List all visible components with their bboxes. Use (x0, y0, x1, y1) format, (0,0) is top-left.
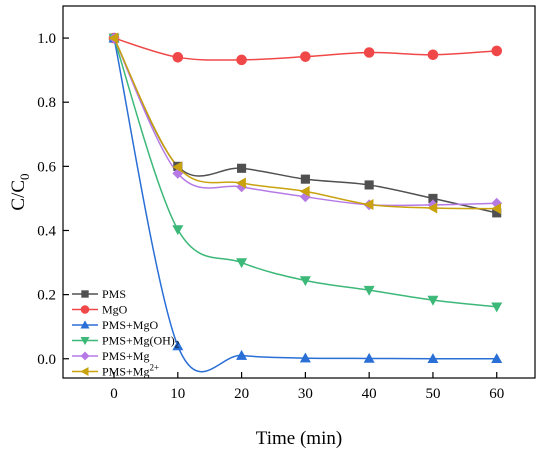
legend-label: PMS+Mg(OH)2 (102, 334, 179, 350)
legend-label: MgO (102, 303, 128, 317)
y-tick-label: 0.4 (37, 223, 56, 239)
legend-marker (80, 366, 89, 377)
y-tick-label: 1.0 (37, 31, 56, 47)
fit-curves (113, 37, 497, 373)
x-axis-label: Time (min) (256, 428, 342, 449)
x-tick-label: 40 (362, 386, 377, 402)
legend-label: PMS+Mg (102, 349, 149, 363)
y-axis-label-subscript: 0 (17, 173, 32, 180)
data-point-5 (363, 198, 374, 211)
data-point-2 (363, 352, 375, 363)
data-point-5 (172, 161, 183, 173)
y-tick-label: 0.2 (37, 288, 56, 304)
data-point-5 (299, 185, 310, 197)
data-point-0 (300, 174, 310, 184)
legend-marker (80, 305, 90, 314)
data-point-5 (108, 32, 119, 44)
data-point-1 (491, 45, 503, 57)
x-tick-label: 0 (110, 386, 118, 402)
data-point-1 (236, 54, 247, 66)
legend-marker (80, 320, 90, 329)
series-curve-0 (113, 37, 497, 214)
data-point-2 (236, 349, 248, 360)
plot-frame (62, 5, 536, 379)
ticks: 0 10 20 30 40 50 60 0.0 0.2 0.4 0.6 0.8 1.0 (37, 31, 504, 402)
data-point-1 (427, 49, 439, 61)
data-point-5 (427, 202, 438, 214)
series-curve-3 (113, 37, 497, 308)
data-point-3 (172, 225, 184, 236)
data-markers (108, 32, 503, 364)
x-tick-label: 20 (234, 386, 249, 402)
data-point-2 (299, 352, 311, 363)
data-point-3 (427, 295, 439, 306)
data-point-3 (491, 302, 503, 313)
data-point-1 (172, 52, 184, 63)
data-point-2 (172, 340, 184, 351)
legend-label: PMS+Mg2+ (102, 363, 159, 379)
legend-marker (81, 290, 89, 298)
legend-marker (80, 351, 90, 361)
legend-label: PMS (102, 287, 126, 301)
x-tick-label: 30 (298, 386, 313, 402)
data-point-5 (491, 203, 502, 215)
series-curve-2 (113, 37, 497, 373)
data-point-0 (364, 180, 374, 190)
data-point-1 (363, 47, 375, 58)
data-point-0 (237, 163, 247, 173)
y-tick-label: 0.6 (37, 159, 56, 175)
data-point-3 (299, 276, 311, 287)
x-tick-label: 60 (489, 386, 504, 402)
data-point-2 (427, 353, 439, 364)
y-axis-label: C/C0 (8, 173, 32, 210)
x-tick-label: 10 (170, 386, 185, 402)
data-point-1 (300, 51, 311, 62)
data-point-3 (363, 285, 375, 296)
data-point-5 (235, 177, 246, 189)
y-tick-label: 0.0 (37, 352, 56, 368)
data-point-3 (236, 258, 248, 269)
y-tick-label: 0.8 (37, 95, 56, 111)
legend-marker (80, 336, 90, 346)
legend-label: PMS+MgO (102, 318, 158, 332)
data-point-2 (491, 353, 503, 364)
x-tick-label: 50 (425, 386, 440, 402)
